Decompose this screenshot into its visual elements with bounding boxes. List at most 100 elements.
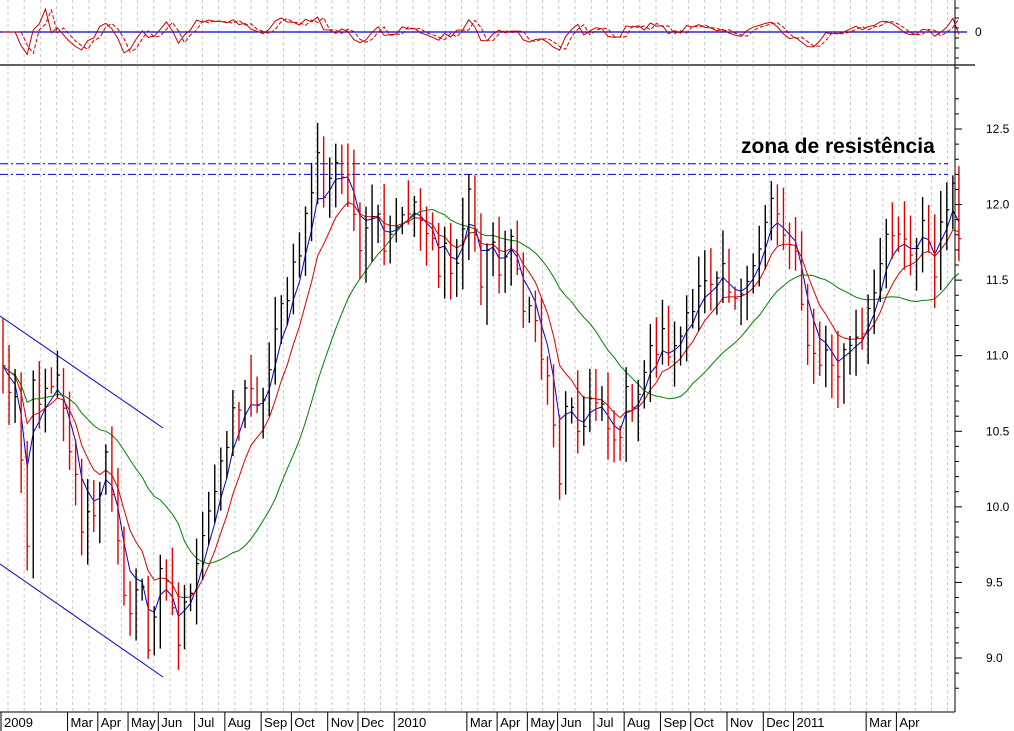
price-bar (480, 213, 484, 306)
price-bar (849, 335, 853, 375)
price-bar (558, 414, 563, 500)
month-label: Oct (694, 715, 715, 730)
price-bar (226, 431, 230, 479)
price-bar (873, 269, 877, 334)
price-tick-label: 9.0 (986, 651, 1003, 665)
price-bar (855, 309, 859, 376)
price-bar (903, 201, 907, 270)
price-bar (546, 356, 550, 405)
month-label: Aug (228, 715, 251, 730)
price-bar (250, 354, 254, 417)
price-bar (322, 136, 327, 208)
price-bar (335, 143, 339, 208)
oscillator-signal-line (3, 8, 960, 55)
price-bar (752, 253, 756, 294)
price-bar (220, 447, 224, 511)
price-bar (26, 441, 30, 571)
oscillator-panel (0, 7, 975, 66)
price-bar (56, 350, 60, 398)
price-bar (468, 174, 472, 261)
price-bar (625, 367, 629, 462)
price-bar (867, 294, 871, 365)
price-bar (819, 321, 823, 377)
month-label: May (530, 715, 555, 730)
price-bar (897, 216, 901, 252)
month-label: Apr (899, 715, 920, 730)
price-bar (927, 205, 932, 253)
price-bar (698, 256, 702, 331)
price-bar (111, 426, 115, 512)
price-bar (510, 229, 514, 286)
price-bar (486, 243, 490, 325)
price-bar (758, 225, 762, 287)
month-label: Jun (561, 715, 582, 730)
price-bar (171, 547, 175, 616)
price-bar (365, 206, 369, 283)
price-bar (649, 324, 653, 403)
price-tick-label: 11.0 (986, 349, 1009, 363)
price-bar (806, 283, 811, 365)
price-bar (534, 290, 538, 343)
price-bar (728, 248, 732, 303)
price-bar (613, 410, 617, 463)
price-bar (383, 183, 387, 266)
price-bar (123, 526, 127, 606)
price-bar (238, 402, 242, 441)
price-bar (20, 372, 24, 493)
price-bar (716, 271, 720, 315)
price-bar (619, 425, 623, 461)
month-label: Sep (264, 715, 287, 730)
month-label: Jun (161, 715, 182, 730)
time-axis: 2009 Mar Apr May Jun Jul Aug Sep Oct Nov Dec 2010 Ma… (0, 711, 955, 731)
price-bar (14, 369, 18, 423)
price-bar (232, 390, 236, 457)
channel-upper-line (0, 315, 164, 429)
price-bar (788, 222, 792, 270)
price-bar (177, 582, 181, 670)
price-bar (722, 230, 726, 304)
price-bar (316, 122, 321, 205)
price-bar (437, 222, 442, 289)
price-bar (189, 583, 194, 612)
price-bar (879, 237, 883, 303)
price-bar (643, 360, 647, 409)
price-bar (201, 511, 206, 580)
month-label: Sep (663, 715, 686, 730)
price-bar (44, 368, 48, 433)
price-bar (389, 215, 393, 264)
price-bar (268, 342, 272, 417)
price-bar (655, 317, 659, 378)
price-bar (38, 361, 42, 429)
month-label: 2011 (797, 715, 825, 730)
price-bar (93, 479, 97, 533)
price-bar (129, 581, 133, 636)
price-bar (274, 296, 278, 385)
price-bar (401, 206, 405, 235)
price-bar (940, 190, 944, 291)
price-bar (564, 391, 569, 495)
month-label: 2010 (397, 715, 426, 730)
price-bar (891, 202, 895, 259)
price-bar (286, 276, 290, 326)
price-bar (153, 606, 157, 656)
price-bar (141, 578, 145, 601)
price-bar (395, 198, 399, 243)
price-bar (86, 479, 91, 565)
month-label: Nov (331, 715, 355, 730)
price-bar (831, 334, 835, 399)
month-label: May (131, 715, 156, 730)
month-label: Mar (71, 715, 94, 730)
price-bar (637, 379, 641, 442)
price-bar (692, 288, 696, 329)
price-bar (80, 458, 85, 556)
price-bar (661, 299, 665, 365)
price-bar (419, 188, 423, 251)
price-bar (595, 369, 599, 422)
price-bar (492, 222, 496, 277)
price-bar (740, 278, 744, 326)
price-bar (861, 307, 865, 350)
price-tick-label: 12.5 (986, 122, 1010, 136)
price-tick-label: 10.0 (986, 500, 1010, 514)
vertical-gridlines (7, 0, 949, 712)
